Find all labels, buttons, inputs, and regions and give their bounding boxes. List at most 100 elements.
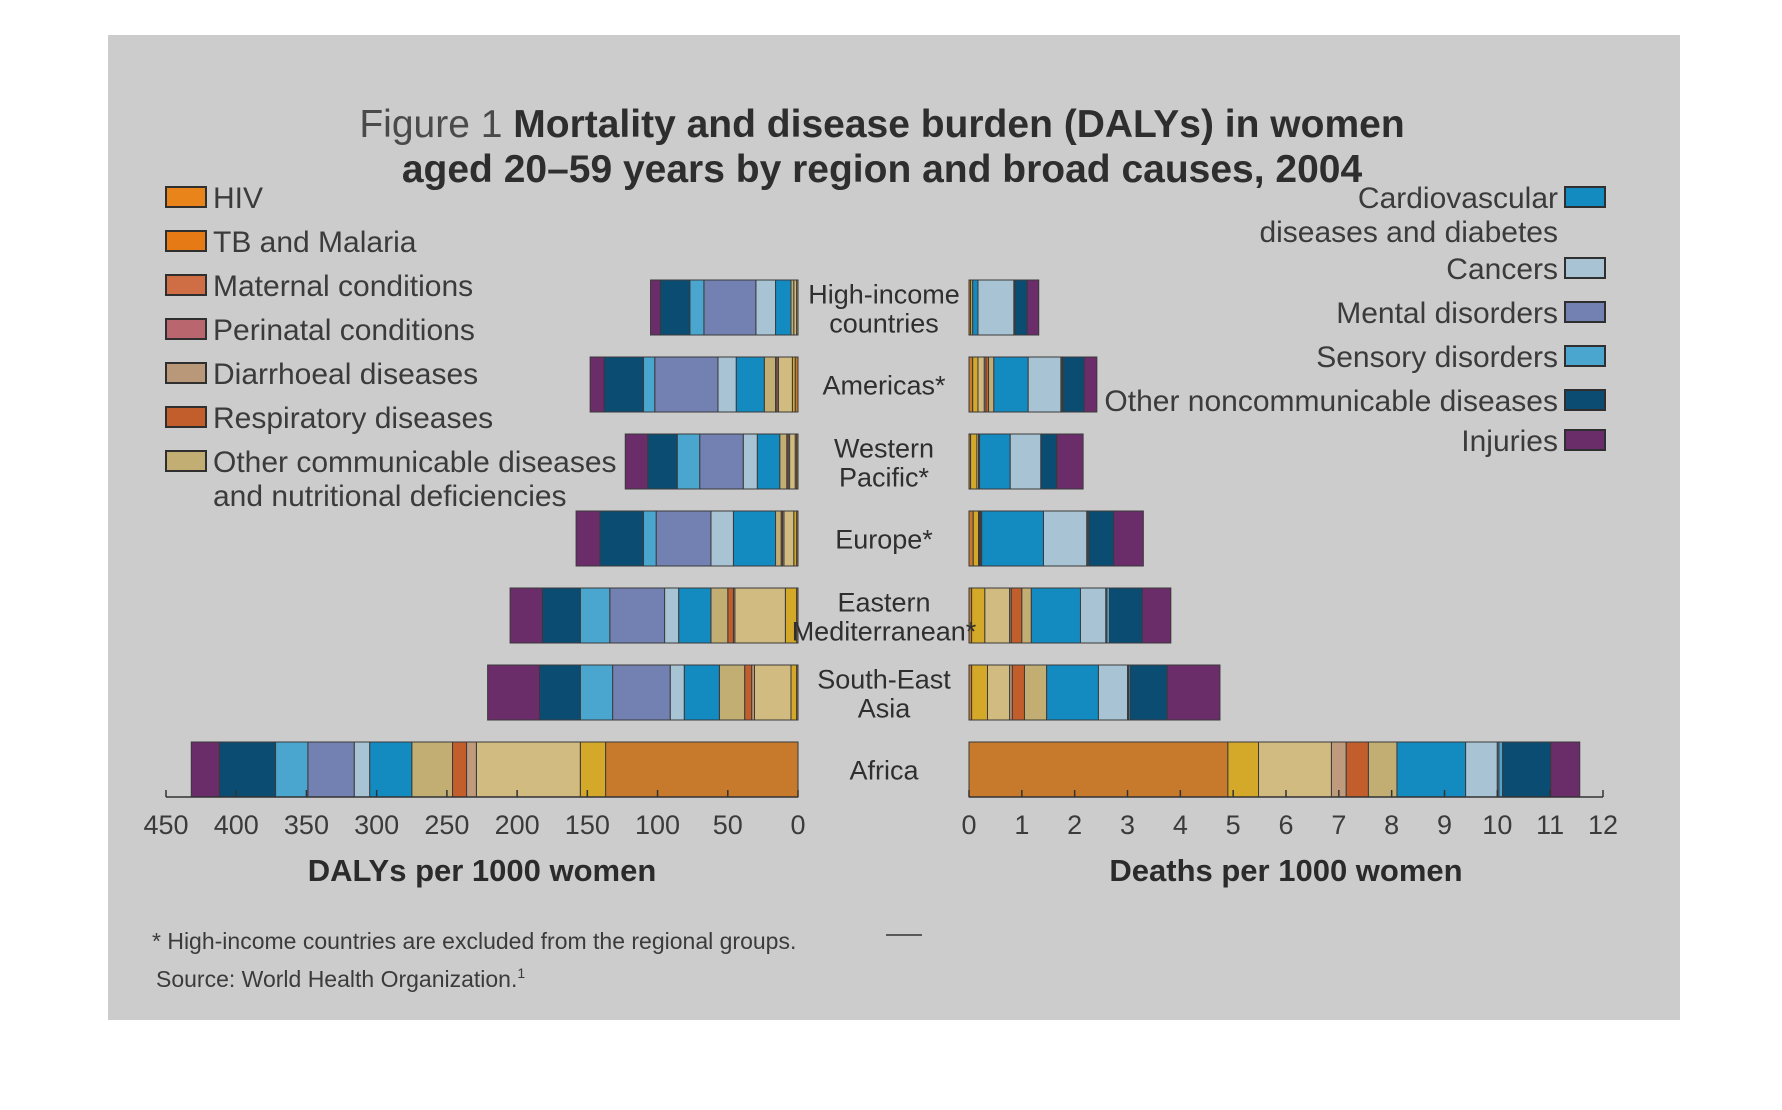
bar-segment-western-pacific-8-chart1 xyxy=(742,433,758,490)
x-tick-label: 200 xyxy=(495,810,540,840)
x-tick-label: 5 xyxy=(1226,810,1241,840)
legend-left: HIV TB and Malaria Maternal conditions Peri… xyxy=(165,182,617,513)
legend-label: Diarrhoeal diseases xyxy=(213,358,478,391)
bar-segment-south-east-asia-2-chart1 xyxy=(790,664,798,721)
figure-number: Figure 1 xyxy=(359,103,502,146)
bar-segment-americas-2-chart2 xyxy=(972,356,979,413)
bar-segment-americas-12-chart1 xyxy=(589,356,605,413)
x-tick-label: 9 xyxy=(1437,810,1452,840)
x-tick-label: 0 xyxy=(961,810,976,840)
bar-segment-europe-7-chart1 xyxy=(732,510,777,567)
bar-segment-africa-12-chart1 xyxy=(190,741,220,798)
region-label: Eastern xyxy=(837,588,930,618)
bar-segment-high-income-countries-12-chart1 xyxy=(650,279,661,336)
bar-segment-eastern-mediterranean-7-chart1 xyxy=(678,587,712,644)
bar-segment-high-income-countries-12-chart2 xyxy=(1026,279,1040,336)
bar-segment-eastern-mediterranean-7-chart2 xyxy=(1030,587,1081,644)
x-tick-label: 300 xyxy=(354,810,399,840)
bar-segment-europe-1-chart2 xyxy=(968,510,974,567)
bar-segment-eastern-mediterranean-8-chart2 xyxy=(1079,587,1107,644)
bar-segment-eastern-mediterranean-3-chart1 xyxy=(734,587,786,644)
legend-label: HIV xyxy=(213,182,263,215)
bar-segment-eastern-mediterranean-8-chart1 xyxy=(664,587,680,644)
bar-segment-africa-2-chart2 xyxy=(1227,741,1260,798)
x-tick-label: 350 xyxy=(284,810,329,840)
region-label-line-2: Pacific* xyxy=(839,463,930,493)
bar-segment-europe-9-chart1 xyxy=(655,510,712,567)
bar-segment-eastern-mediterranean-11-chart1 xyxy=(541,587,581,644)
title-line-2: aged 20–59 years by region and broad cau… xyxy=(402,148,1363,191)
bar-segment-western-pacific-11-chart1 xyxy=(647,433,678,490)
x-tick-label: 12 xyxy=(1588,810,1618,840)
panel-background xyxy=(108,35,1680,1020)
bar-segment-high-income-countries-8-chart1 xyxy=(755,279,777,336)
bar-segment-western-pacific-3-chart1 xyxy=(789,433,796,490)
source-superscript: 1 xyxy=(517,965,525,981)
legend-swatch xyxy=(1564,301,1606,323)
bar-segment-africa-10-chart1 xyxy=(275,741,309,798)
bar-segment-europe-8-chart2 xyxy=(1042,510,1088,567)
bar-segment-africa-3-chart2 xyxy=(1258,741,1332,798)
bar-segment-europe-12-chart2 xyxy=(1113,510,1144,567)
bar-segment-africa-6-chart1 xyxy=(411,741,454,798)
title-line-1: Mortality and disease burden (DALYs) in … xyxy=(513,103,1404,146)
legend-label: Maternal conditions xyxy=(213,270,473,303)
bar-segment-eastern-mediterranean-5-chart1 xyxy=(727,587,734,644)
bar-segment-eastern-mediterranean-6-chart1 xyxy=(710,587,729,644)
bar-segment-americas-10-chart1 xyxy=(643,356,656,413)
legend-swatch xyxy=(1564,186,1606,208)
bar-segment-western-pacific-7-chart2 xyxy=(979,433,1011,490)
bar-segment-high-income-countries-7-chart1 xyxy=(775,279,792,336)
x-tick-label: 3 xyxy=(1120,810,1135,840)
bar-segment-americas-6-chart1 xyxy=(763,356,777,413)
bar-segment-europe-3-chart1 xyxy=(783,510,795,567)
region-label: Europe* xyxy=(835,525,933,555)
bar-segment-south-east-asia-6-chart1 xyxy=(718,664,746,721)
bar-segment-south-east-asia-5-chart1 xyxy=(744,664,753,721)
x-tick-label: 10 xyxy=(1482,810,1512,840)
bar-segment-western-pacific-11-chart2 xyxy=(1040,433,1058,490)
bar-segment-south-east-asia-5-chart2 xyxy=(1011,664,1025,721)
region-label: Americas* xyxy=(822,371,946,401)
footnote: * High-income countries are excluded fro… xyxy=(152,928,796,954)
bar-segment-americas-3-chart2 xyxy=(977,356,985,413)
x-tick-label: 8 xyxy=(1384,810,1399,840)
bar-segment-eastern-mediterranean-10-chart1 xyxy=(579,587,611,644)
legend-label: Perinatal conditions xyxy=(213,314,475,347)
x-tick-label: 150 xyxy=(565,810,610,840)
bar-segment-africa-7-chart2 xyxy=(1396,741,1467,798)
x-tick-label: 0 xyxy=(790,810,805,840)
region-label: Africa xyxy=(849,756,919,786)
bar-segment-eastern-mediterranean-3-chart2 xyxy=(984,587,1011,644)
bar-segment-americas-9-chart1 xyxy=(654,356,719,413)
source-text: Source: World Health Organization. xyxy=(156,966,517,992)
bar-segment-eastern-mediterranean-12-chart1 xyxy=(509,587,543,644)
legend-swatch xyxy=(1564,257,1606,279)
bar-segment-americas-11-chart1 xyxy=(603,356,645,413)
bar-segment-western-pacific-2-chart2 xyxy=(970,433,978,490)
bar-segment-africa-7-chart1 xyxy=(369,741,413,798)
legend-label-line-2: and nutritional deficiencies xyxy=(213,480,567,513)
bar-segment-americas-3-chart1 xyxy=(777,356,793,413)
bar-segment-africa-8-chart2 xyxy=(1465,741,1498,798)
x-tick-label: 450 xyxy=(143,810,188,840)
bar-segment-south-east-asia-9-chart1 xyxy=(612,664,671,721)
bar-segment-europe-8-chart1 xyxy=(710,510,734,567)
x-axis-title: Deaths per 1000 women xyxy=(1109,853,1462,888)
bar-segment-africa-12-chart2 xyxy=(1550,741,1581,798)
bar-segment-americas-7-chart1 xyxy=(735,356,765,413)
legend-label: Other noncommunicable diseases xyxy=(1104,385,1558,418)
bar-segment-eastern-mediterranean-5-chart2 xyxy=(1010,587,1023,644)
bar-segment-south-east-asia-11-chart1 xyxy=(539,664,581,721)
region-label-line-2: countries xyxy=(829,309,939,339)
x-tick-label: 6 xyxy=(1278,810,1293,840)
bar-segment-africa-6-chart2 xyxy=(1367,741,1398,798)
bar-segment-africa-5-chart2 xyxy=(1345,741,1369,798)
legend-swatch xyxy=(165,318,207,340)
bar-segment-high-income-countries-9-chart1 xyxy=(703,279,757,336)
bar-segment-south-east-asia-6-chart2 xyxy=(1023,664,1048,721)
